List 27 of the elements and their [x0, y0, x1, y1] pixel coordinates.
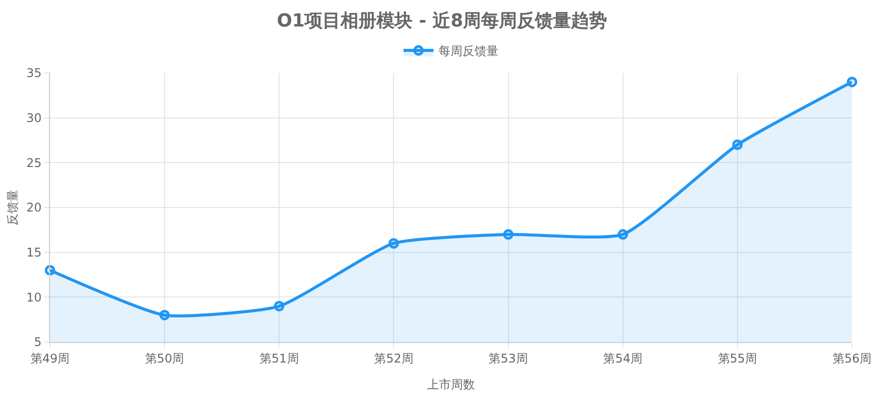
- chart-title: O1项目相册模块 - 近8周每周反馈量趋势: [276, 10, 608, 32]
- legend-label: 每周反馈量: [438, 44, 498, 58]
- point: [159, 310, 170, 320]
- y-tick-label: 5: [34, 335, 42, 350]
- point: [732, 139, 743, 150]
- point: [388, 238, 399, 249]
- point: [618, 229, 628, 240]
- point: [274, 300, 284, 312]
- x-tick-label: 第53周: [488, 351, 528, 366]
- x-axis-title: 上市周数: [427, 377, 475, 392]
- y-tick-label: 10: [26, 290, 42, 304]
- y-tick-label: 15: [26, 246, 42, 260]
- x-tick-label: 第52周: [374, 351, 414, 366]
- point: [846, 76, 858, 88]
- point: [503, 229, 514, 240]
- x-tick-label: 第55周: [718, 351, 758, 366]
- point: [44, 265, 56, 276]
- x-tick-label: 第50周: [144, 351, 184, 366]
- y-tick-label: 25: [26, 156, 42, 170]
- x-tick-label: 第54周: [603, 351, 642, 366]
- x-tick-label: 第56周: [832, 351, 872, 366]
- y-tick-label: 35: [26, 66, 42, 80]
- y-axis-title: 反馈量: [6, 190, 20, 226]
- x-tick-label: 第49周: [30, 351, 70, 366]
- x-tick-label: 第51周: [260, 351, 299, 366]
- y-tick-label: 20: [26, 200, 42, 215]
- y-tick-label: 30: [26, 111, 42, 126]
